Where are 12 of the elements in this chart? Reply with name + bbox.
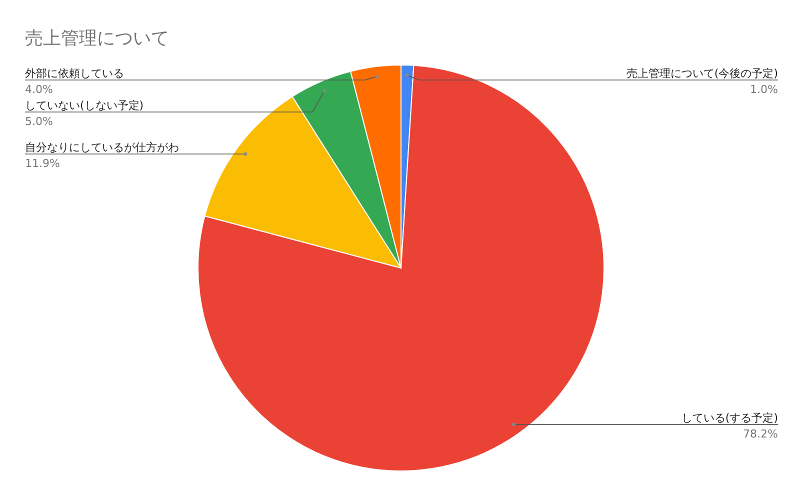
data-label: 1.0%	[750, 83, 778, 96]
data-label: 78.2%	[743, 427, 778, 440]
slice-label: している(する予定)	[681, 411, 778, 424]
data-label: 11.9%	[25, 157, 60, 170]
pie-slice	[198, 64, 604, 472]
data-label: 4.0%	[25, 83, 53, 96]
slice-label: していない(しない予定)	[25, 99, 144, 112]
data-label: 5.0%	[25, 115, 53, 128]
slice-label: 自分なりにしているが仕方がわ	[25, 141, 179, 154]
slice-label: 売上管理について(今後の予定)	[626, 67, 778, 80]
slice-label: 外部に依頼している	[25, 67, 124, 80]
chart-title: 売上管理について	[25, 28, 169, 49]
